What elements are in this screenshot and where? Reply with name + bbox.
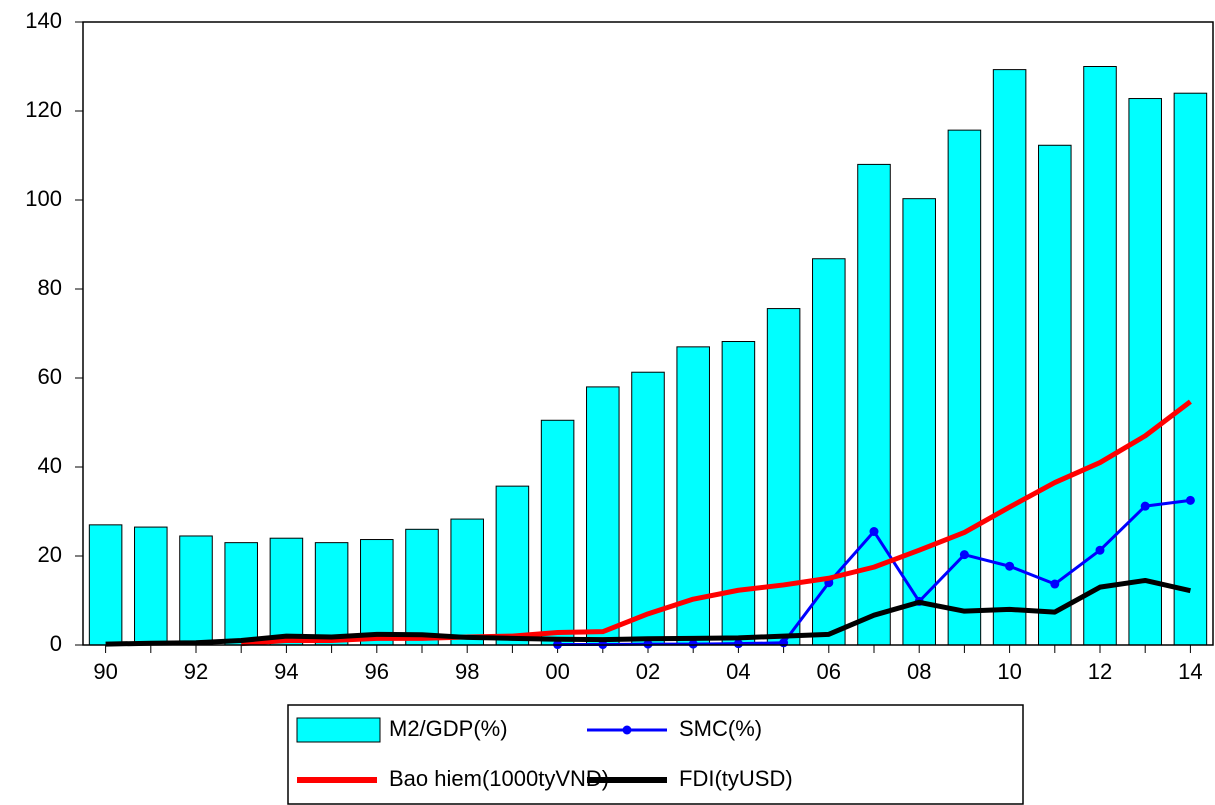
bar [947,129,982,646]
bar [1173,92,1208,646]
bar [902,198,936,646]
x-tick-label: 02 [636,659,660,684]
y-tick-label: 100 [25,186,62,211]
bar [1038,144,1072,646]
bar [586,386,620,646]
marker [688,639,698,649]
legend-marker [622,725,632,735]
marker [1185,495,1195,505]
bar [269,537,304,646]
x-tick-label: 96 [365,659,389,684]
bar [179,535,213,646]
x-tick-label: 08 [907,659,931,684]
x-tick-label: 00 [545,659,569,684]
marker [959,550,969,560]
y-tick-label: 20 [38,542,62,567]
plot-frame [82,21,1214,646]
x-tick-label: 10 [997,659,1021,684]
marker [779,638,789,648]
marker [869,527,879,537]
x-tick-label: 98 [455,659,479,684]
legend-label: SMC(%) [679,716,762,741]
bar [540,419,575,646]
marker [1005,561,1015,571]
bar [224,542,258,646]
x-tick-label: 06 [817,659,841,684]
bar [314,542,349,646]
legend-label: Bao hiem(1000tyVND) [389,766,609,791]
marker [1050,579,1060,589]
marker [1095,545,1105,555]
x-tick-label: 04 [726,659,750,684]
bar [766,308,801,646]
line [241,399,1192,647]
bar [857,163,891,646]
x-tick-label: 92 [184,659,208,684]
y-tick-label: 60 [38,364,62,389]
legend-swatch [296,717,381,743]
legend-box [287,704,1024,805]
bar [992,69,1027,646]
bar [134,526,168,646]
marker [643,639,653,649]
y-tick-label: 0 [50,631,62,656]
legend-label: M2/GDP(%) [389,716,508,741]
marker [733,639,743,649]
line [105,577,1191,647]
y-tick-label: 120 [25,97,62,122]
y-tick-label: 40 [38,453,62,478]
bar [631,371,665,646]
y-tick-label: 140 [25,8,62,33]
x-tick-label: 90 [93,659,117,684]
bar [721,341,756,646]
bar [405,528,439,646]
x-tick-label: 94 [274,659,298,684]
bar [1128,98,1162,646]
x-tick-label: 12 [1088,659,1112,684]
bar [360,539,394,646]
marker [1140,501,1150,511]
legend-label: FDI(tyUSD) [679,766,793,791]
bar [450,518,484,646]
y-tick-label: 80 [38,275,62,300]
bar [88,524,123,646]
bar [495,485,530,646]
x-tick-label: 14 [1178,659,1202,684]
